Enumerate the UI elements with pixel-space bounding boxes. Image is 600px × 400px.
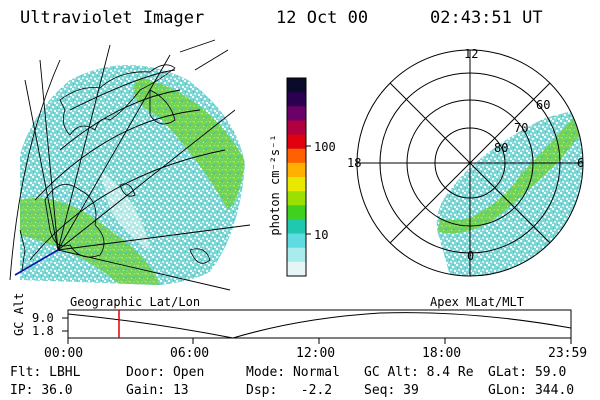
app-title: Ultraviolet Imager: [20, 8, 205, 28]
colorbar-band: [287, 148, 306, 164]
colorbar-band: [287, 120, 306, 136]
timeline-xtick-1200: 12:00: [296, 346, 336, 361]
mlat-label-60: 60: [536, 98, 551, 112]
info-ip-label: IP:: [10, 383, 34, 398]
timeline-xtick-1800: 18:00: [422, 346, 462, 361]
info-flt-label: Flt:: [10, 365, 42, 380]
mlt-label-18: 18: [347, 156, 362, 170]
info-dsp-label: Dsp:: [246, 383, 278, 398]
info-gain-value: 13: [172, 383, 189, 398]
timeline-plot: [62, 309, 572, 344]
colorbar-band: [287, 233, 306, 249]
colorbar-band: [287, 92, 306, 107]
colorbar-band: [287, 191, 306, 206]
colorbar-band: [287, 261, 306, 277]
info-mode-value: Normal: [292, 365, 340, 380]
image-time: 02:43:51 UT: [430, 8, 543, 28]
timeline-ytick-low: 1.8: [32, 324, 54, 338]
info-glat-label: GLat:: [488, 365, 528, 380]
info-gain: Gain: 13: [126, 383, 189, 398]
image-date: 12 Oct 00: [276, 8, 369, 28]
colorbar-frame: [286, 77, 307, 277]
info-gain-label: Gain:: [126, 383, 166, 398]
timeline-xtick-0600: 06:00: [170, 346, 210, 361]
colorbar-unit-label: photon cm⁻²s⁻¹: [268, 134, 282, 236]
info-ip: IP: 36.0: [10, 383, 73, 398]
info-door: Door: Open: [126, 365, 204, 380]
info-glat-value: 59.0: [534, 365, 567, 380]
info-mode-label: Mode:: [246, 365, 286, 380]
info-gcalt-label: GC Alt:: [364, 365, 419, 380]
colorbar-band: [287, 205, 306, 220]
colorbar-tick-label-100: 100: [314, 140, 336, 154]
info-glon: GLon: 344.0: [488, 383, 574, 398]
info-gcalt-value: 8.4 Re: [426, 365, 474, 380]
colorbar-band: [287, 177, 306, 192]
colorbar-band: [287, 219, 306, 235]
info-door-value: Open: [172, 365, 205, 380]
mlat-label-80: 80: [494, 141, 509, 155]
left-panel-label: Geographic Lat/Lon: [70, 295, 201, 309]
mlt-label-6: 6: [577, 156, 585, 170]
info-ip-value: 36.0: [41, 383, 73, 398]
info-glat: GLat: 59.0: [488, 365, 566, 380]
info-mode: Mode: Normal: [246, 365, 340, 380]
info-glon-value: 344.0: [534, 383, 575, 398]
timeline-axis-label: GC Alt: [12, 292, 26, 336]
info-dsp-value: -2.2: [300, 383, 333, 398]
timeline-xtick-0000: 00:00: [44, 346, 84, 361]
info-seq: Seq: 39: [364, 383, 419, 398]
timeline-xtick-2359: 23:59: [548, 346, 588, 361]
colorbar-tick-label-10: 10: [314, 228, 329, 242]
colorbar-band: [287, 106, 306, 121]
info-seq-label: Seq:: [364, 383, 396, 398]
info-dsp: Dsp: -2.2: [246, 383, 332, 398]
info-flt: Flt: LBHL: [10, 365, 80, 380]
info-gcalt: GC Alt: 8.4 Re: [364, 365, 474, 380]
mlt-label-0: 0: [467, 249, 475, 263]
mlt-label-12: 12: [464, 47, 479, 61]
colorbar-band: [287, 78, 306, 93]
mlat-label-70: 70: [514, 121, 529, 135]
info-flt-value: LBHL: [49, 365, 81, 380]
colorbar-band: [287, 162, 306, 178]
geographic-image: [9, 39, 251, 291]
colorbar-band: [287, 247, 306, 263]
colorbar-band: [287, 134, 306, 150]
right-panel-label: Apex MLat/MLT: [430, 295, 524, 309]
info-glon-label: GLon:: [488, 383, 528, 398]
polar-plot: [356, 49, 584, 277]
timeline-ytick-high: 9.0: [32, 311, 54, 325]
colorbar: [287, 78, 306, 277]
info-seq-value: 39: [403, 383, 419, 398]
info-door-label: Door:: [126, 365, 166, 380]
